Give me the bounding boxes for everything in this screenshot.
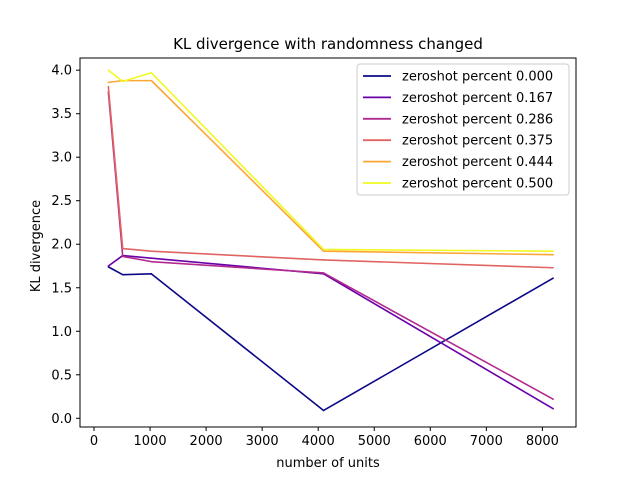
data-point — [107, 81, 110, 84]
data-point — [322, 272, 325, 274]
data-point — [552, 398, 554, 400]
plot-area — [107, 69, 554, 412]
legend-label-5: zeroshot percent 0.500 — [402, 177, 553, 192]
y-axis-label: KL divergence — [29, 200, 44, 292]
data-point — [552, 407, 554, 410]
x-tick-label: 1000 — [134, 434, 167, 449]
data-point — [121, 273, 124, 276]
data-point — [121, 80, 124, 83]
x-tick-label: 6000 — [414, 434, 447, 449]
legend-box — [356, 63, 570, 196]
data-point — [121, 247, 124, 250]
data-point — [322, 250, 325, 252]
x-tick-label: 2000 — [190, 434, 223, 449]
data-point — [322, 409, 325, 412]
series-line-1 — [107, 254, 554, 410]
y-tick-label: 3.5 — [51, 107, 72, 122]
data-point — [107, 265, 110, 267]
data-point — [150, 250, 153, 252]
data-point — [552, 250, 554, 252]
data-point — [150, 260, 153, 263]
y-tick-label: 1.5 — [51, 281, 72, 296]
x-tick-label: 4000 — [302, 434, 335, 449]
data-point — [150, 79, 153, 82]
legend-label-3: zeroshot percent 0.375 — [402, 134, 553, 149]
y-tick-label: 3.0 — [51, 151, 72, 166]
legend-label-0: zeroshot percent 0.000 — [402, 70, 553, 85]
y-tick-label: 2.0 — [51, 238, 72, 253]
x-tick-label: 0 — [90, 434, 98, 449]
chart-title: KL divergence with randomness changed — [173, 35, 483, 53]
legend-label-2: zeroshot percent 0.286 — [402, 112, 553, 127]
legend-label-4: zeroshot percent 0.444 — [402, 155, 553, 170]
data-point — [150, 273, 153, 275]
y-tick-label: 2.5 — [51, 194, 72, 209]
x-tick-label: 5000 — [358, 434, 391, 449]
axes-frame — [79, 57, 577, 428]
x-tick-label: 3000 — [246, 434, 279, 449]
x-tick-label: 7000 — [470, 434, 503, 449]
y-tick-label: 0.5 — [51, 368, 72, 383]
y-tick-label: 4.0 — [51, 64, 72, 79]
data-point — [107, 69, 110, 71]
x-axis-label: number of units — [276, 456, 380, 471]
data-point — [322, 259, 325, 261]
y-tick-label: 0.0 — [51, 412, 72, 427]
series-line-0 — [107, 266, 554, 412]
data-point — [552, 277, 554, 279]
data-point — [107, 85, 110, 88]
data-point — [552, 253, 554, 256]
data-point — [150, 257, 153, 259]
y-tick-label: 1.0 — [51, 325, 72, 340]
data-point — [322, 248, 325, 251]
data-point — [150, 71, 153, 74]
data-point — [552, 266, 554, 269]
axes: 0 1000 2000 3000 4000 5000 6000 7000 8000 0.0 0.5 1… — [51, 57, 577, 449]
legend: zeroshot percent 0.000 zeroshot percent 0… — [356, 63, 570, 196]
x-tick-label: 8000 — [526, 434, 559, 449]
legend-label-1: zeroshot percent 0.167 — [402, 91, 553, 106]
data-point — [121, 255, 124, 258]
